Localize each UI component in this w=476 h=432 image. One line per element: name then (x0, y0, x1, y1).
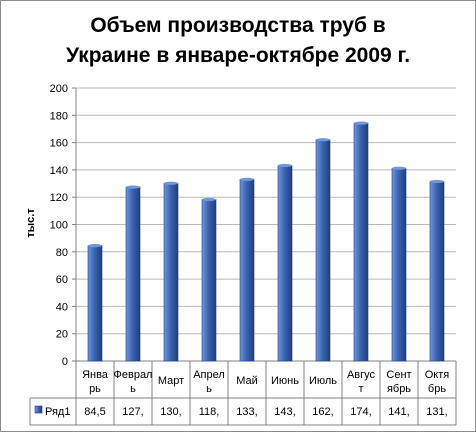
y-tick-label: 40 (56, 301, 68, 313)
bars (87, 121, 445, 362)
data-value-label: 131, (426, 406, 447, 418)
y-tick-label: 20 (56, 329, 68, 341)
category-label: Октя (425, 369, 450, 381)
bar (239, 179, 255, 362)
bar (429, 181, 445, 362)
y-tick-label: 0 (62, 356, 68, 368)
data-value-label: 118, (199, 406, 220, 418)
category-label: Май (236, 375, 258, 387)
bar-top (202, 197, 216, 202)
bar (201, 199, 217, 362)
bar-top (316, 138, 330, 142)
bar-top (88, 244, 102, 248)
y-tick-labels: 0 20 40 60 80 100 120 140 160 180 200 (50, 83, 76, 368)
bar-top (126, 185, 140, 189)
bar (277, 165, 293, 362)
category-label: Сент (386, 369, 411, 381)
category-label: Июль (309, 375, 337, 387)
category-label: ь (206, 383, 212, 395)
bar-top (240, 177, 254, 181)
y-tick-label: 80 (56, 247, 68, 259)
data-value-label: 174, (350, 406, 371, 418)
bar-top (430, 179, 444, 184)
y-axis-label: тыс.т (25, 208, 37, 238)
chart-title-line-2: Украине в январе-октябре 2009 г. (66, 44, 410, 67)
data-value-label: 141, (388, 406, 409, 418)
data-value-label: 127, (122, 406, 143, 418)
bar-top (164, 181, 178, 185)
y-tick-label: 180 (50, 110, 68, 122)
data-value-label: 130, (160, 406, 181, 418)
category-label: Июнь (271, 375, 299, 387)
bar (125, 186, 141, 362)
legend-key (34, 405, 43, 414)
category-label: Апрел (193, 369, 225, 381)
chart-title-line-1: Объем производства труб в (90, 14, 385, 37)
bar-top (354, 121, 368, 125)
category-label: рь (89, 383, 101, 395)
category-label: Феврал (114, 369, 153, 381)
data-value-label: 162, (312, 406, 333, 418)
y-tick-label: 120 (50, 192, 68, 204)
category-label: Янва (82, 369, 109, 381)
y-tick-label: 160 (50, 138, 68, 150)
bar (353, 122, 369, 362)
category-label: ябрь (387, 383, 411, 395)
data-value-label: 143, (274, 406, 295, 418)
bar (87, 245, 103, 362)
data-value-label: 84,5 (84, 406, 105, 418)
category-label: Авгус (347, 369, 376, 381)
bar (391, 167, 407, 362)
bar-top (278, 163, 292, 168)
y-tick-label: 140 (50, 165, 68, 177)
bar (315, 139, 331, 362)
data-table: Янва рь Феврал ь Март Апрел ь Май Июнь Июль Авгус т… (29, 361, 457, 426)
category-label: брь (428, 383, 446, 395)
category-label: ь (130, 383, 136, 395)
category-label: т (358, 383, 363, 395)
y-tick-label: 200 (50, 83, 68, 95)
data-value-label: 133, (236, 406, 257, 418)
legend-series-name: Ряд1 (45, 406, 70, 418)
y-tick-label: 100 (50, 220, 68, 232)
category-label: Март (158, 375, 184, 387)
bar (163, 182, 179, 362)
bar-top (392, 166, 406, 170)
y-tick-label: 60 (56, 274, 68, 286)
